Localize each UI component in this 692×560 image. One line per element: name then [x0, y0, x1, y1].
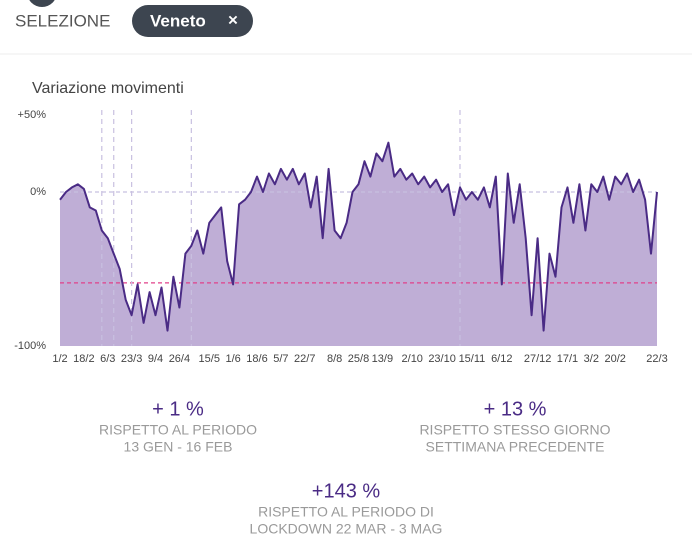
x-tick-label: 2/10	[402, 353, 423, 365]
chip-label: Veneto	[150, 11, 206, 30]
x-tick-label: 15/5	[199, 353, 220, 365]
x-tick-label: 23/3	[121, 353, 142, 365]
x-tick-label: 22/3	[646, 353, 667, 365]
stat-caption: RISPETTO AL PERIODO DI	[258, 504, 434, 520]
x-tick-label: 3/2	[584, 353, 599, 365]
stat-caption: 13 GEN - 16 FEB	[124, 439, 233, 455]
plot: +50% 0% -100% 1/2 18/2 6/3 23/3 9/4 26/4 15/5 1/6 1…	[14, 109, 668, 365]
x-tick-label: 6/12	[491, 353, 512, 365]
chip[interactable]	[132, 5, 253, 37]
x-tick-label: 18/6	[246, 353, 267, 365]
x-tick-label: 27/12	[524, 353, 552, 365]
y-tick-label: 0%	[30, 186, 46, 198]
x-tick-label: 8/8	[327, 353, 342, 365]
stat-caption: RISPETTO STESSO GIORNO	[419, 422, 610, 438]
stat-caption: SETTIMANA PRECEDENTE	[426, 439, 605, 455]
x-tick-label: 13/9	[372, 353, 393, 365]
stat-caption: RISPETTO AL PERIODO	[99, 422, 257, 438]
x-tick-label: 15/11	[459, 353, 486, 365]
x-tick-label: 26/4	[169, 353, 190, 365]
x-tick-label: 17/1	[557, 353, 578, 365]
x-tick-label: 6/3	[100, 353, 115, 365]
x-tick-label: 18/2	[73, 353, 94, 365]
x-tick-label: 22/7	[294, 353, 315, 365]
y-tick-label: -100%	[14, 340, 46, 352]
x-tick-label: 23/10	[428, 353, 456, 365]
x-tick-label: 1/2	[52, 353, 67, 365]
x-tick-label: 9/4	[148, 353, 163, 365]
x-tick-label: 5/7	[273, 353, 288, 365]
x-tick-label: 25/8	[348, 353, 369, 365]
line	[59, 141, 658, 332]
stat-value: +143 %	[312, 480, 381, 502]
x-tick-label: 20/2	[604, 353, 625, 365]
stat-value: + 1 %	[152, 398, 204, 420]
x-tick-label: 1/6	[225, 353, 240, 365]
area	[60, 142, 657, 346]
stat-value: + 13 %	[484, 398, 547, 420]
avatar	[29, 0, 55, 7]
chip-close[interactable]: ×	[228, 10, 238, 29]
chart-title: Variazione movimenti	[32, 80, 184, 97]
stat-caption: LOCKDOWN 22 MAR - 3 MAG	[250, 521, 443, 537]
selection-label: SELEZIONE	[15, 11, 110, 30]
y-tick-label: +50%	[18, 109, 47, 121]
